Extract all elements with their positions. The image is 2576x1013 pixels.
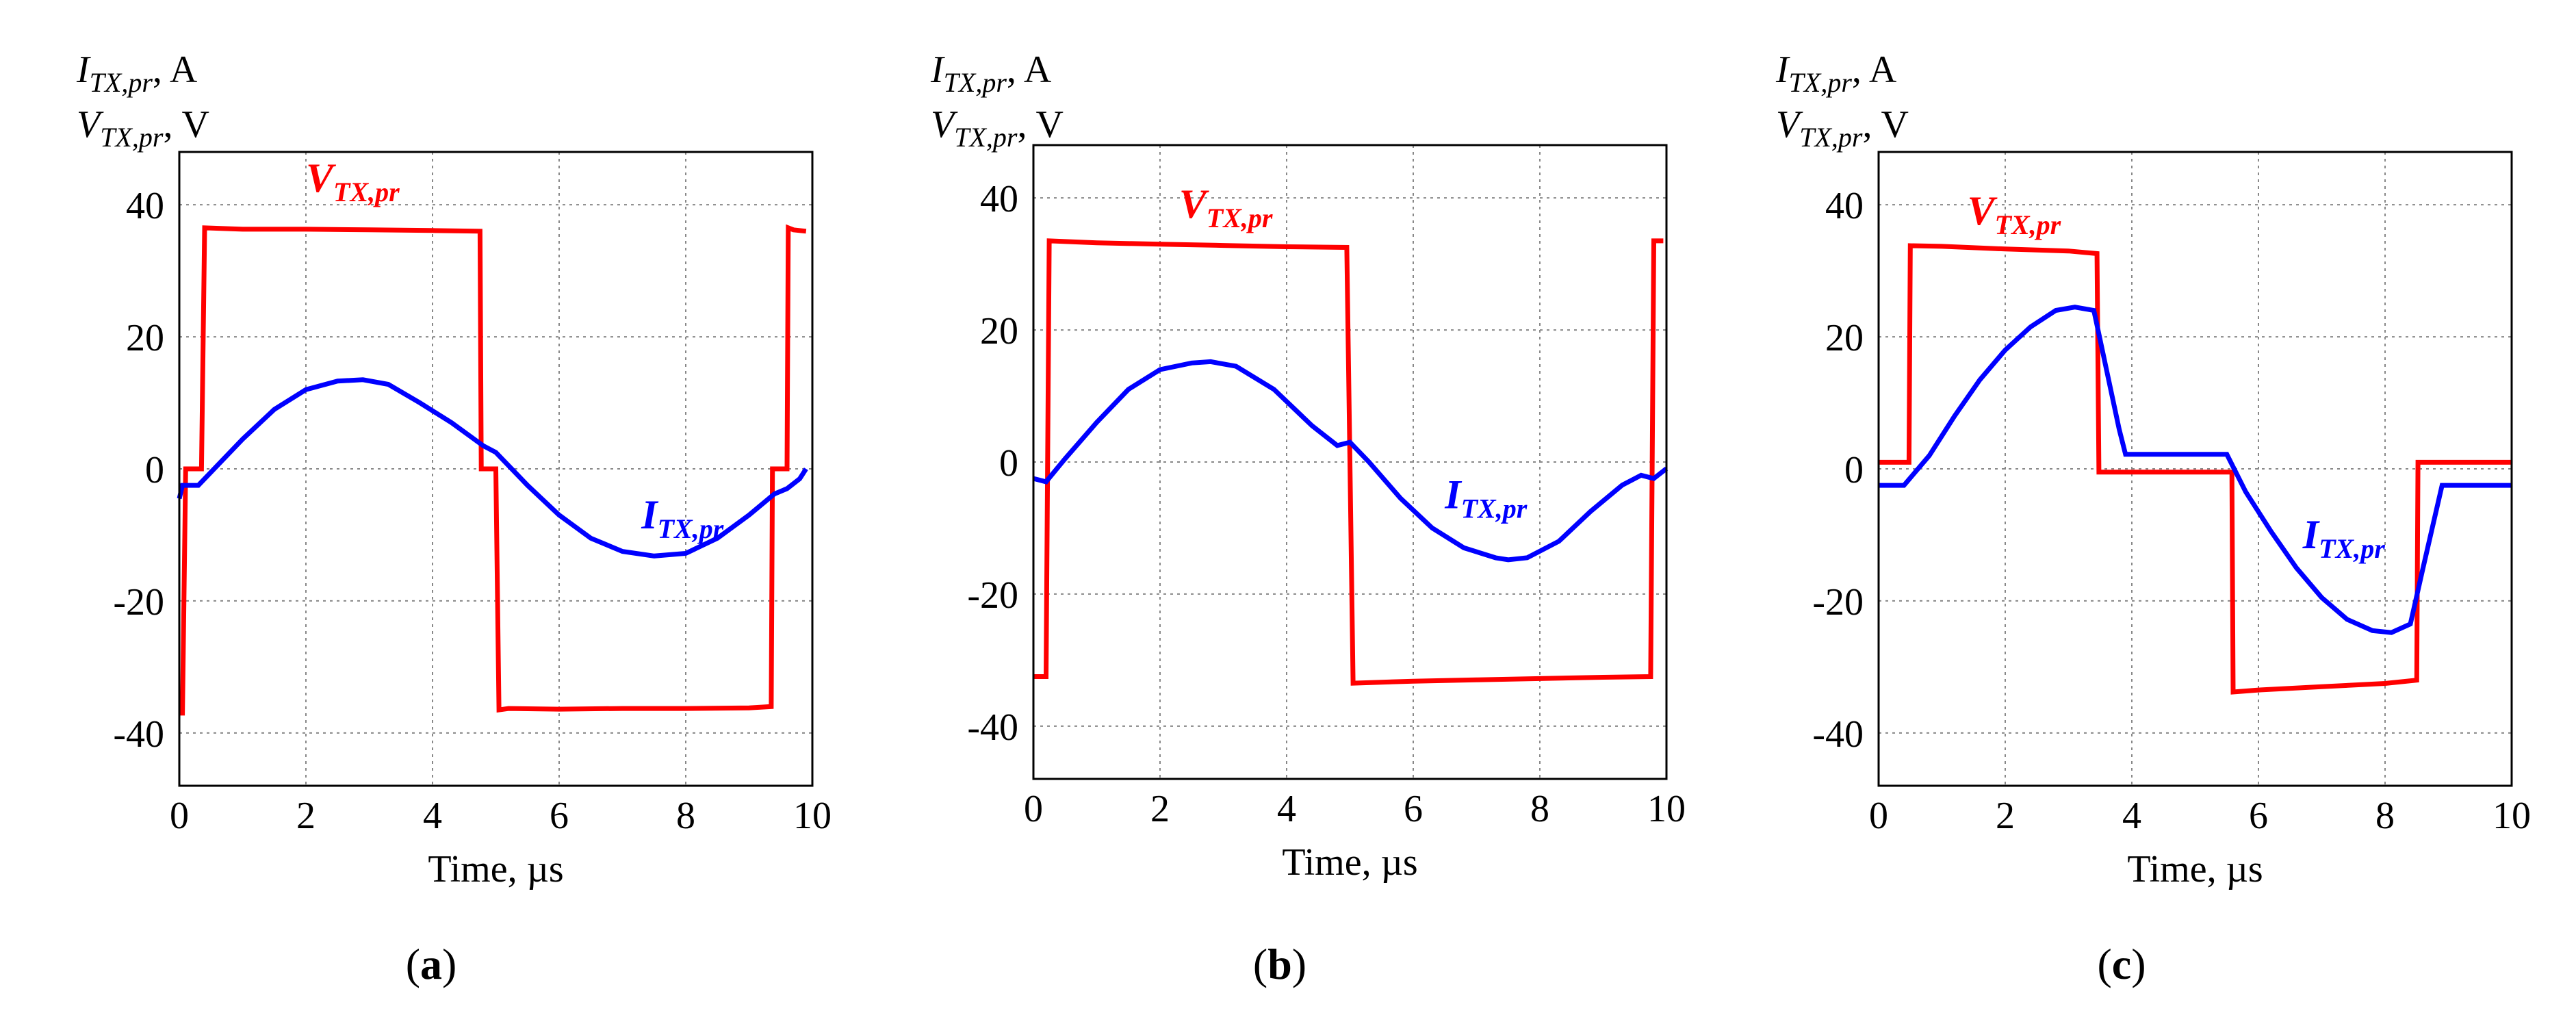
- y-tick-label: 20: [126, 317, 164, 359]
- y-tick-label: -40: [967, 706, 1018, 749]
- chart-panel-a: 0 2 4 6 8 10 40 20 0 -20 -40 Time, µs ITX,pr, A VTX,p…: [76, 49, 832, 988]
- y-tick-label: 20: [1825, 317, 1864, 359]
- series-label-current: ITX,pr: [2302, 512, 2385, 564]
- series-line-voltage: [179, 224, 807, 716]
- series-label-voltage: VTX,pr: [306, 155, 400, 207]
- x-tick-label: 6: [1404, 788, 1423, 830]
- y-axis-label-line: ITX,pr, A: [930, 49, 1052, 98]
- series-label-current: ITX,pr: [1444, 472, 1527, 524]
- chart-panel-c: 0 2 4 6 8 10 40 20 0 -20 -40 Time, µs ITX,pr, A VTX,p…: [1775, 49, 2531, 988]
- series-label-voltage: VTX,pr: [1179, 181, 1273, 233]
- y-axis-label-line: VTX,pr, V: [77, 103, 209, 153]
- x-tick-label: 0: [1024, 788, 1043, 830]
- x-tick-label: 6: [550, 795, 569, 837]
- x-tick-label: 0: [170, 795, 189, 837]
- y-tick-label: 40: [126, 185, 164, 227]
- x-axis-label: Time, µs: [428, 848, 563, 890]
- y-tick-label: 40: [1825, 185, 1864, 227]
- plot-frame: [178, 151, 814, 787]
- y-tick-label: -20: [967, 574, 1018, 617]
- y-axis-label-line: VTX,pr, V: [1776, 103, 1909, 153]
- panel-label: (b): [1253, 940, 1306, 988]
- series-line-current: [1033, 359, 1669, 563]
- x-axis-label: Time, µs: [1282, 841, 1417, 884]
- x-tick-label: 2: [1150, 788, 1170, 830]
- x-axis-label: Time, µs: [2127, 848, 2263, 890]
- x-tick-label: 8: [1530, 788, 1549, 830]
- x-tick-label: 10: [793, 795, 832, 837]
- x-tick-label: 0: [1869, 795, 1888, 837]
- y-tick-label: 40: [980, 178, 1018, 220]
- x-tick-label: 4: [423, 795, 442, 837]
- y-axis-label-line: ITX,pr, A: [76, 49, 198, 98]
- plot-frame: [1877, 151, 2513, 787]
- y-tick-label: -40: [1812, 713, 1864, 756]
- x-tick-label: 6: [2249, 795, 2268, 837]
- y-axis-label-line: VTX,pr, V: [931, 103, 1064, 153]
- x-tick-label: 10: [2493, 795, 2531, 837]
- y-tick-label: -20: [113, 581, 164, 624]
- x-tick-label: 8: [676, 795, 695, 837]
- x-tick-label: 2: [296, 795, 315, 837]
- y-tick-label: -20: [1812, 581, 1864, 624]
- x-tick-label: 4: [2122, 795, 2141, 837]
- y-tick-label: 0: [145, 449, 164, 491]
- x-tick-label: 2: [1996, 795, 2015, 837]
- y-tick-label: 20: [980, 310, 1018, 352]
- panel-label: (a): [406, 940, 457, 988]
- panel-label: (c): [2097, 940, 2146, 988]
- x-tick-label: 8: [2375, 795, 2395, 837]
- y-tick-label: -40: [113, 713, 164, 756]
- plot-frame: [1032, 144, 1668, 780]
- series-line-voltage: [1033, 238, 1664, 686]
- series-line-voltage: [1879, 243, 2512, 695]
- chart-panel-b: 0 2 4 6 8 10 40 20 0 -20 -40 Time, µs ITX,pr, A VTX,p…: [930, 49, 1686, 988]
- y-tick-label: 0: [1844, 449, 1864, 491]
- y-axis-label-line: ITX,pr, A: [1775, 49, 1897, 98]
- series-line-current: [1879, 305, 2512, 635]
- series-label-voltage: VTX,pr: [1968, 188, 2061, 240]
- x-tick-label: 4: [1277, 788, 1296, 830]
- series-label-current: ITX,pr: [641, 492, 723, 544]
- x-tick-label: 10: [1647, 788, 1686, 830]
- y-tick-label: 0: [999, 442, 1018, 485]
- series-line-current: [177, 377, 808, 559]
